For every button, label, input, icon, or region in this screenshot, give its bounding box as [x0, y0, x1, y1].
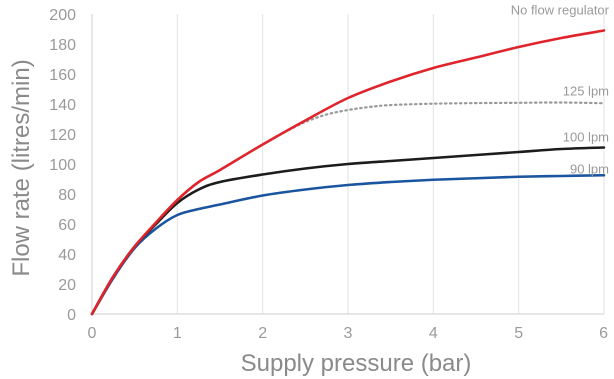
series-label-100-lpm: 100 lpm	[563, 129, 609, 144]
grid	[176, 14, 605, 314]
x-tick-label: 6	[599, 325, 608, 342]
y-tick-label: 80	[58, 187, 76, 204]
series-labels: No flow regulator 125 lpm 100 lpm 90 lpm	[511, 3, 610, 177]
y-tick-label: 140	[49, 97, 76, 114]
series-line-90-lpm	[90, 173, 606, 316]
x-tick-label: 2	[258, 325, 267, 342]
x-tick-labels: 0 1 2 3 4 5 6	[88, 325, 609, 342]
x-tick-label: 3	[344, 325, 353, 342]
y-tick-label: 20	[58, 277, 76, 294]
y-tick-labels: 0 20 40 60 80 100 120 140 160 180 200	[49, 7, 76, 324]
y-tick-label: 120	[49, 127, 76, 144]
y-tick-label: 0	[67, 307, 76, 324]
x-tick-label: 1	[173, 325, 182, 342]
y-tick-label: 200	[49, 7, 76, 24]
series-label-125-lpm: 125 lpm	[563, 84, 609, 99]
series-line-no-flow-regulator	[90, 29, 606, 316]
y-tick-label: 160	[49, 67, 76, 84]
y-axis-title: Flow rate (litres/min)	[8, 59, 35, 276]
series-label-no-flow-regulator: No flow regulator	[511, 3, 610, 18]
series-lines	[90, 29, 606, 316]
y-tick-label: 40	[58, 247, 76, 264]
y-tick-label: 180	[49, 37, 76, 54]
y-tick-label: 60	[58, 217, 76, 234]
axes	[91, 14, 604, 315]
series-label-90-lpm: 90 lpm	[570, 162, 609, 177]
x-tick-label: 4	[429, 325, 438, 342]
x-tick-label: 0	[88, 325, 97, 342]
y-tick-label: 100	[49, 157, 76, 174]
x-tick-label: 5	[514, 325, 523, 342]
x-axis-title: Supply pressure (bar)	[241, 350, 472, 377]
